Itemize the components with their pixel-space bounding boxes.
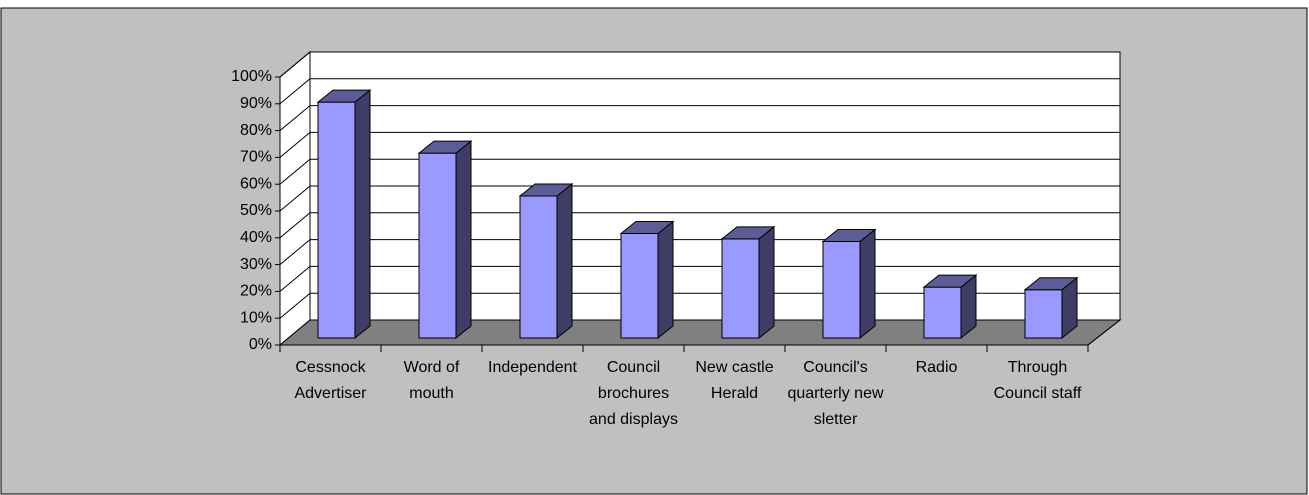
floor: [278, 319, 1122, 346]
x-tick-label: Word of mouth: [403, 359, 460, 402]
bar-side: [657, 220, 674, 340]
bar-side: [556, 182, 573, 340]
bar-top: [821, 229, 877, 243]
grid-line: [279, 51, 311, 78]
y-tick-label: 80%: [240, 122, 272, 139]
floor-edge: [1087, 319, 1121, 346]
bar-top: [720, 226, 776, 240]
bar-front: [620, 232, 659, 339]
bar-side: [455, 140, 472, 340]
x-tick-label: Radio: [915, 359, 958, 376]
grid-line: [279, 292, 311, 319]
bar-top: [316, 89, 372, 103]
bar-top: [417, 140, 473, 154]
bar-top: [518, 183, 574, 197]
grid-line: [279, 212, 311, 239]
bar: [720, 225, 776, 340]
x-tick-label: Cessnock Advertiser: [294, 359, 367, 402]
bar: [316, 89, 372, 340]
x-tick-label: Independent: [488, 359, 577, 376]
bar-front: [418, 152, 457, 339]
y-tick-label: 100%: [231, 68, 272, 85]
bar: [821, 228, 877, 340]
bar-top: [619, 220, 675, 234]
y-tick-label: 10%: [240, 309, 272, 326]
grid-line: [279, 78, 311, 105]
grid-line: [279, 132, 311, 158]
bar-front: [721, 238, 760, 339]
bar-side: [354, 89, 371, 340]
grid-line: [279, 239, 311, 265]
y-tick-label: 70%: [240, 149, 272, 166]
bar: [1023, 276, 1079, 340]
bar-front: [317, 101, 356, 339]
bar: [417, 140, 473, 340]
bar: [619, 220, 675, 340]
y-tick-label: 50%: [240, 202, 272, 219]
grid-line: [279, 266, 311, 292]
grid-line: [279, 105, 311, 131]
x-tick-label: Council's quarterly new sletter: [787, 359, 884, 428]
bar: [518, 182, 574, 340]
bar-top: [1023, 277, 1079, 291]
bar: [922, 274, 978, 340]
bar-front: [1024, 289, 1063, 339]
y-tick-label: 40%: [240, 229, 272, 246]
y-tick-label: 60%: [240, 175, 272, 192]
x-tick-label: New castle Herald: [695, 359, 774, 402]
x-tick-label: Council brochures and displays: [589, 359, 678, 428]
y-tick-label: 20%: [240, 283, 272, 300]
bar-front: [923, 286, 962, 339]
bar-front: [822, 241, 861, 339]
bar-top: [922, 274, 978, 288]
y-tick-label: 90%: [240, 95, 272, 112]
y-tick-label: 30%: [240, 256, 272, 273]
bar-side: [859, 228, 876, 340]
bar-front: [519, 195, 558, 339]
grid-line: [279, 158, 311, 185]
y-tick-label: 0%: [249, 336, 272, 353]
grid-line: [279, 185, 311, 212]
bar-side: [758, 225, 775, 340]
x-tick-label: Through Council staff: [993, 359, 1082, 402]
